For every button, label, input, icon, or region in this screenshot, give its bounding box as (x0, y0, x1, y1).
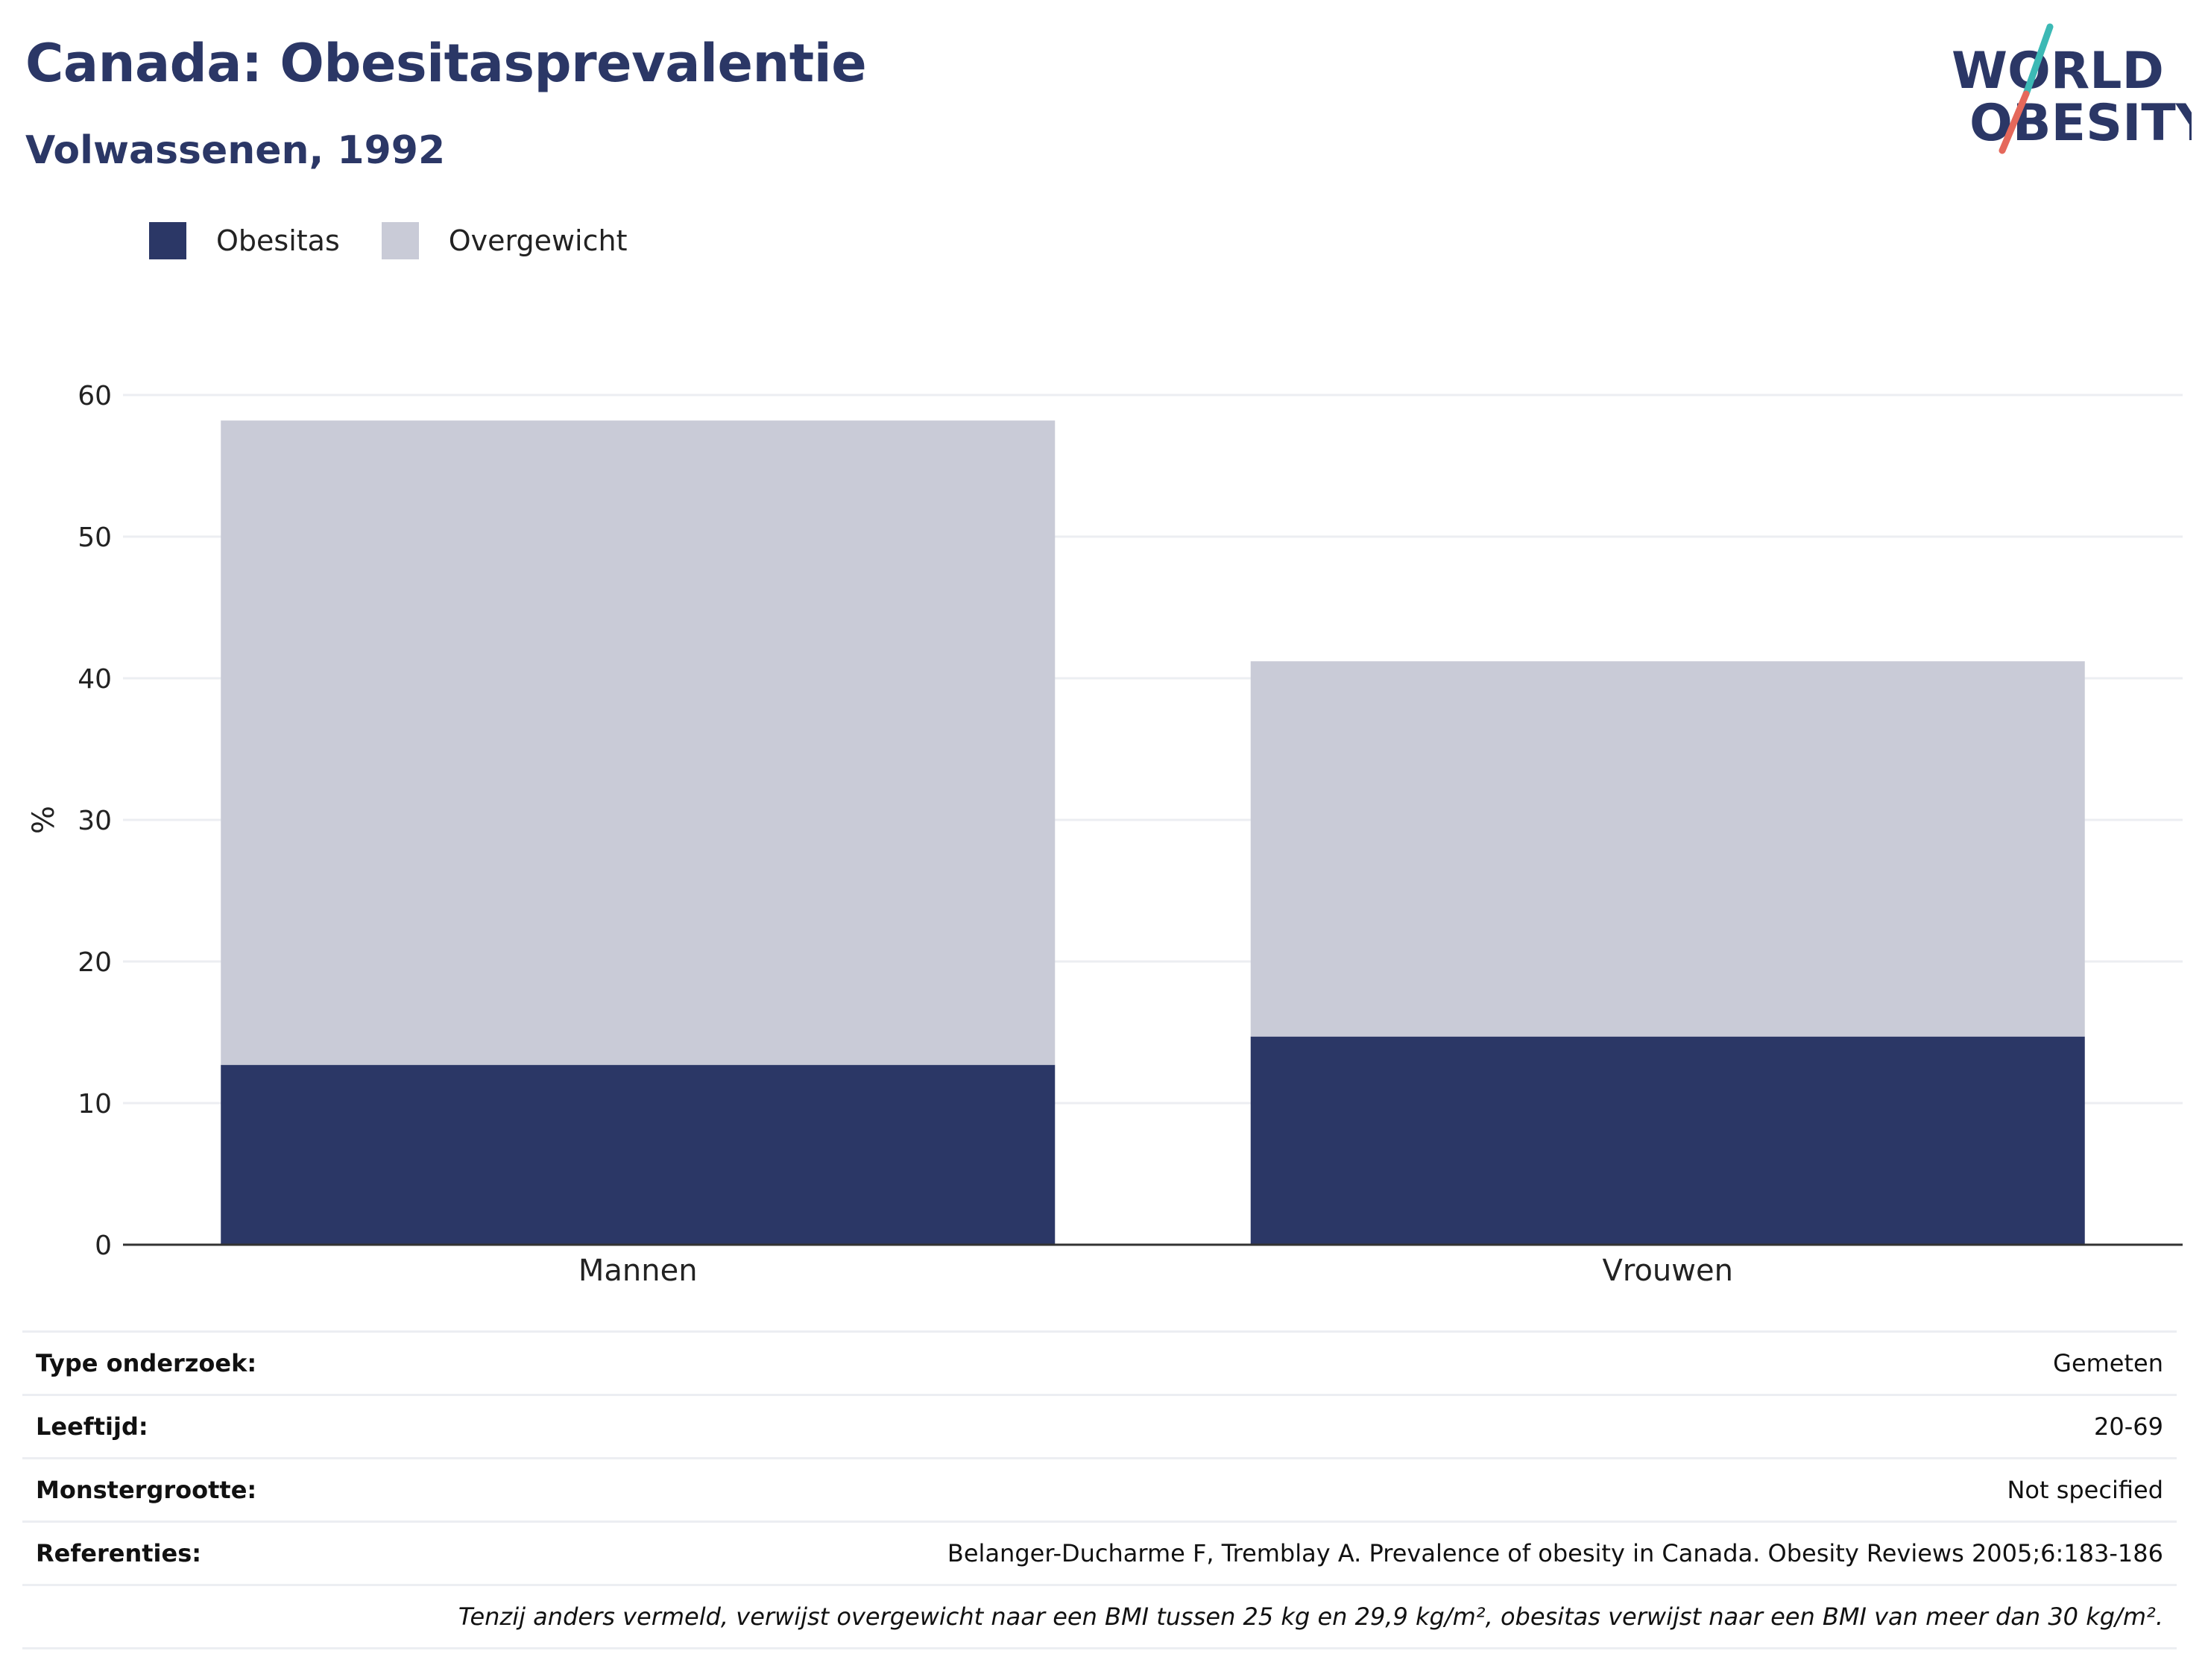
info-value: Belanger-Ducharme F, Tremblay A. Prevale… (347, 1521, 2177, 1586)
info-key: Leeftijd: (22, 1395, 347, 1459)
info-row-referenties: Referenties: Belanger-Ducharme F, Trembl… (22, 1521, 2177, 1586)
y-axis-label: % (27, 806, 61, 834)
y-tick-label: 40 (78, 664, 112, 695)
legend-label-obesitas: Obesitas (216, 224, 340, 257)
info-row-note: Tenzij anders vermeld, verwijst overgewi… (22, 1585, 2177, 1649)
x-tick-label: Mannen (578, 1254, 698, 1288)
info-row-type-onderzoek: Type onderzoek: Gemeten (22, 1330, 2177, 1396)
bar-overgewicht-mannen (221, 420, 1056, 1065)
legend-swatch-overgewicht (381, 222, 419, 259)
info-key: Type onderzoek: (22, 1330, 347, 1396)
y-tick-label: 60 (78, 381, 112, 411)
info-row-leeftijd: Leeftijd: 20-69 (22, 1395, 2177, 1459)
info-value: Gemeten (347, 1330, 2177, 1396)
bar-overgewicht-vrouwen (1250, 661, 2085, 1037)
logo-slash-teal (2022, 23, 2054, 98)
info-value: 20-69 (347, 1395, 2177, 1459)
bar-chart: 0 10 20 30 40 50 60% Mannen Vrouwen (27, 381, 2183, 1288)
y-tick-label: 10 (78, 1089, 112, 1120)
legend-swatch-obesitas (149, 222, 186, 259)
info-key: Monstergrootte: (22, 1458, 347, 1523)
bar-obesitas-vrouwen (1250, 1036, 2085, 1245)
y-tick-label: 50 (78, 522, 112, 553)
info-key: Referenties: (22, 1521, 347, 1586)
logo-text-world: WORLD (1952, 42, 2164, 101)
page-subtitle: Volwassenen, 1992 (25, 128, 446, 173)
logo-slash-coral (1999, 90, 2030, 154)
legend-label-overgewicht: Overgewicht (448, 224, 628, 257)
x-tick-label: Vrouwen (1603, 1254, 1733, 1288)
bar-obesitas-mannen (221, 1064, 1056, 1245)
y-tick-label: 20 (78, 947, 112, 978)
info-value: Not specified (347, 1458, 2177, 1523)
chart-legend: Obesitas Overgewicht (149, 221, 669, 261)
y-tick-label: 0 (95, 1231, 112, 1261)
world-obesity-logo: WORLD OBESITY (1952, 23, 2192, 154)
legend-item-obesitas[interactable]: Obesitas (149, 222, 340, 259)
page-title: Canada: Obesitasprevalentie (25, 33, 867, 94)
bmi-definition-note: Tenzij anders vermeld, verwijst overgewi… (22, 1585, 2177, 1649)
legend-item-overgewicht[interactable]: Overgewicht (381, 222, 628, 259)
survey-info-table: Type onderzoek: Gemeten Leeftijd: 20-69 … (22, 1330, 2177, 1649)
info-row-monstergrootte: Monstergrootte: Not specified (22, 1458, 2177, 1523)
y-tick-label: 30 (78, 806, 112, 836)
